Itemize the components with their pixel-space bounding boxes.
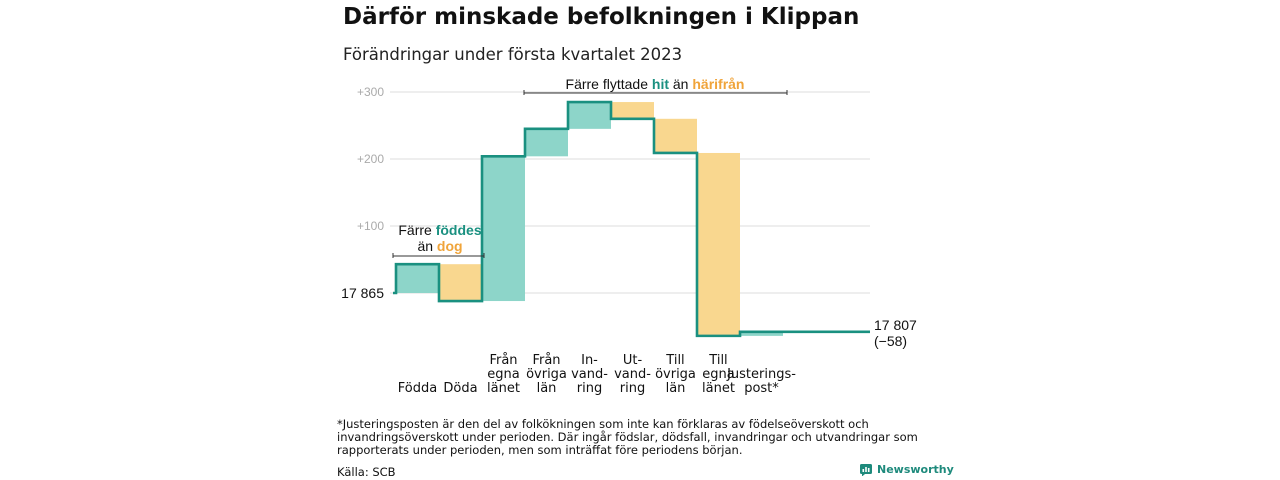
- start-value-label: 17 865: [341, 285, 384, 301]
- category-label: In-: [581, 353, 598, 368]
- category-label: Från: [489, 353, 517, 368]
- annotation-migration: Färre flyttade hit än härifrån: [566, 76, 745, 92]
- category-label: övriga: [526, 367, 567, 382]
- end-value-label: 17 807: [874, 317, 917, 333]
- waterfall-bar: [482, 156, 525, 302]
- waterfall-bar: [439, 264, 482, 302]
- waterfall-bar: [611, 102, 654, 119]
- chart-subtitle: Förändringar under första kvartalet 2023: [343, 45, 683, 64]
- brand-name: Newsworthy: [877, 463, 954, 476]
- y-tick-label: +300: [357, 85, 384, 99]
- annotation-births-line1: Färre föddes: [398, 222, 481, 238]
- source-note: Källa: SCB: [337, 465, 396, 479]
- waterfall-bar: [654, 118, 697, 153]
- category-label: länet: [702, 381, 735, 396]
- category-label: egna: [487, 367, 519, 382]
- label-layer: Födda DödaFrånegnalänetFrånövrigalänIn-va…: [398, 353, 796, 396]
- brand-logo: Newsworthy: [860, 463, 954, 476]
- footnote: *Justeringsposten är den del av folkökni…: [337, 417, 918, 457]
- waterfall-bar: [697, 152, 740, 336]
- category-label: post*: [744, 381, 779, 396]
- annotation-layer: Färre föddes än dog Färre flyttade hit ä…: [392, 76, 788, 258]
- category-label: Till: [708, 353, 727, 368]
- category-label: ring: [620, 381, 645, 396]
- category-label: län: [666, 381, 686, 396]
- category-label: vand-: [571, 367, 608, 382]
- category-label: länet: [487, 381, 520, 396]
- annotation-births-line2: än dog: [417, 238, 462, 254]
- running-total-line: [393, 100, 870, 338]
- waterfall-bar: [525, 128, 568, 157]
- y-tick-label: +100: [357, 219, 384, 233]
- bar-layer: [396, 102, 783, 336]
- waterfall-chart: +100+200+300 Födda DödaFrånegnalänetFrånö…: [341, 76, 917, 396]
- waterfall-bar: [740, 331, 783, 336]
- category-label: Födda: [398, 381, 437, 396]
- waterfall-bar: [396, 264, 439, 293]
- category-label: län: [537, 381, 557, 396]
- category-label: Justerings-: [726, 367, 796, 382]
- chart-title: Därför minskade befolkningen i Klippan: [343, 4, 860, 30]
- category-label: ring: [577, 381, 602, 396]
- category-label: egna: [702, 367, 734, 382]
- category-label: Ut-: [623, 353, 643, 368]
- end-change-label: (−58): [874, 333, 907, 349]
- waterfall-bar: [568, 102, 611, 129]
- category-label: Från: [532, 353, 560, 368]
- category-label: övriga: [655, 367, 696, 382]
- newsworthy-logo-icon: [860, 463, 872, 476]
- line-layer: [393, 100, 870, 338]
- category-label: Döda: [443, 381, 477, 396]
- y-tick-label: +200: [357, 152, 384, 166]
- category-label: vand-: [614, 367, 651, 382]
- category-label: Till: [665, 353, 684, 368]
